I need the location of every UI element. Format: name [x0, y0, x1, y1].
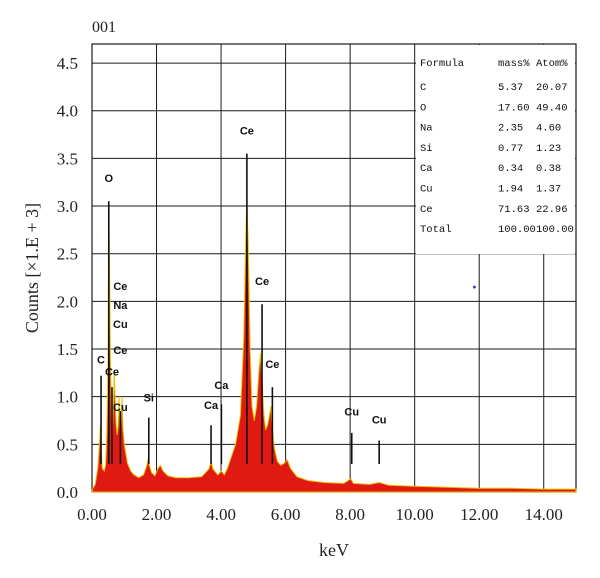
peak-label: Ce: [105, 367, 119, 379]
x-tick-label: 12.00: [460, 505, 498, 524]
table-cell: Cu: [420, 184, 433, 196]
peak-label: Ce: [240, 126, 254, 138]
y-axis-ticks: 0.0 0.5 1.0 1.5 2.0 2.5 3.0 3.5 4.0 4.5: [57, 54, 78, 502]
peak-label: Ce: [265, 359, 279, 371]
table-cell: Total: [420, 224, 452, 236]
peak-label: C: [97, 354, 105, 366]
table-cell: 17.60: [498, 102, 530, 114]
table-cell: Ce: [420, 204, 433, 216]
peak-label: Cu: [113, 402, 128, 414]
table-header: Atom%: [536, 58, 568, 70]
peak-label: Cu: [113, 319, 128, 331]
y-axis-title: Counts [×1.E + 3]: [22, 203, 42, 333]
x-tick-label: 2.00: [142, 505, 172, 524]
y-tick-label: 1.0: [57, 388, 78, 407]
y-tick-label: 1.5: [57, 340, 78, 359]
x-tick-label: 0.00: [77, 505, 107, 524]
table-header: Formula: [420, 58, 464, 70]
peak-label: Cu: [344, 407, 359, 419]
y-tick-label: 0.0: [57, 483, 78, 502]
x-tick-label: 4.00: [206, 505, 236, 524]
table-cell: 0.77: [498, 143, 523, 155]
peak-label: Ca: [204, 400, 219, 412]
peak-label: Na: [113, 300, 128, 312]
x-tick-label: 8.00: [335, 505, 365, 524]
x-axis-ticks: 0.00 2.00 4.00 6.00 8.00 10.00 12.00 14.00: [77, 505, 563, 524]
table-background: [416, 45, 575, 254]
table-cell: 71.63: [498, 204, 530, 216]
table-cell: 1.94: [498, 184, 523, 196]
x-tick-label: 6.00: [271, 505, 301, 524]
y-tick-label: 3.0: [57, 197, 78, 216]
peak-label: Cu: [372, 414, 387, 426]
y-tick-label: 4.5: [57, 54, 78, 73]
composition-table: Formula mass% Atom% C 5.37 20.07 O 17.60 49.40 Na…: [420, 58, 574, 236]
y-tick-label: 4.0: [57, 102, 78, 121]
table-cell: 0.38: [536, 163, 561, 175]
x-tick-label: 14.00: [525, 505, 563, 524]
peak-marker-lines: [100, 153, 380, 464]
table-cell: Si: [420, 143, 433, 155]
table-cell: 20.07: [536, 82, 568, 94]
peak-label: Ca: [214, 380, 229, 392]
composition-table-background: [416, 45, 575, 254]
table-cell: 1.37: [536, 184, 561, 196]
table-cell: 100.00: [498, 224, 536, 236]
table-cell: 2.35: [498, 123, 523, 135]
y-tick-label: 3.5: [57, 149, 78, 168]
peak-label: Si: [144, 392, 154, 404]
peak-label: Ce: [113, 345, 127, 357]
table-cell: 49.40: [536, 102, 568, 114]
table-cell: 0.34: [498, 163, 523, 175]
y-tick-label: 0.5: [57, 435, 78, 454]
x-axis-title: keV: [319, 540, 349, 560]
table-cell: 100.00: [536, 224, 574, 236]
table-header: mass%: [498, 58, 530, 70]
stray-dot: [472, 285, 476, 289]
table-cell: 22.96: [536, 204, 568, 216]
table-cell: Ca: [420, 163, 433, 175]
table-cell: 4.60: [536, 123, 561, 135]
peak-label: Ce: [113, 281, 127, 293]
peak-label: O: [104, 173, 113, 185]
table-cell: O: [420, 102, 426, 114]
spectrum-id-label: 001: [92, 19, 116, 36]
y-tick-label: 2.0: [57, 292, 78, 311]
y-tick-label: 2.5: [57, 245, 78, 264]
table-cell: Na: [420, 123, 433, 135]
peak-label: Ce: [255, 276, 269, 288]
table-cell: C: [420, 82, 426, 94]
x-tick-label: 10.00: [396, 505, 434, 524]
table-cell: 5.37: [498, 82, 523, 94]
table-cell: 1.23: [536, 143, 561, 155]
